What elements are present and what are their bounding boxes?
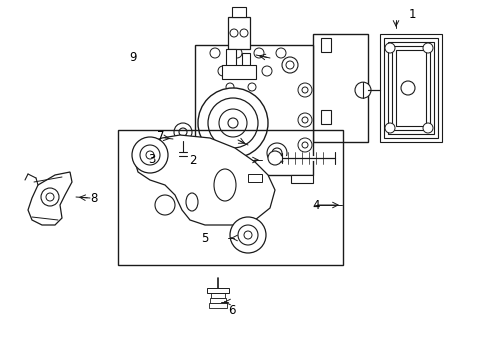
Circle shape (229, 217, 265, 253)
Bar (195, 175, 220, 183)
Circle shape (384, 123, 394, 133)
Text: 8: 8 (90, 192, 98, 204)
Circle shape (422, 123, 432, 133)
Polygon shape (135, 135, 274, 225)
Circle shape (209, 48, 220, 58)
Text: 4: 4 (312, 198, 319, 212)
Circle shape (262, 66, 271, 76)
Circle shape (207, 98, 258, 148)
Circle shape (225, 83, 234, 91)
Circle shape (384, 43, 394, 53)
Bar (395, 50, 425, 126)
Bar (118, 130, 342, 265)
Bar (387, 42, 433, 134)
Bar (209, 298, 225, 303)
Bar (242, 53, 249, 67)
Text: 3: 3 (148, 153, 155, 166)
Circle shape (271, 148, 282, 158)
Circle shape (422, 43, 432, 53)
Circle shape (302, 142, 307, 148)
Bar (312, 34, 367, 142)
Bar (247, 174, 262, 182)
Circle shape (179, 128, 186, 136)
Circle shape (231, 48, 242, 58)
Circle shape (46, 193, 54, 201)
Text: 7: 7 (157, 130, 164, 143)
Circle shape (240, 66, 249, 76)
Circle shape (267, 151, 282, 165)
Circle shape (174, 123, 192, 141)
Bar (195, 45, 312, 175)
Circle shape (247, 83, 256, 91)
Bar (222, 65, 256, 79)
Bar (320, 38, 330, 52)
Circle shape (285, 61, 293, 69)
Bar (379, 34, 441, 142)
Circle shape (275, 48, 285, 58)
Text: 9: 9 (129, 50, 137, 63)
Circle shape (354, 82, 370, 98)
Text: 5: 5 (201, 231, 208, 244)
Circle shape (302, 117, 307, 123)
Bar (383, 38, 437, 138)
Circle shape (218, 66, 227, 76)
Bar (210, 293, 224, 298)
Circle shape (400, 81, 414, 95)
Ellipse shape (185, 193, 198, 211)
Circle shape (240, 29, 247, 37)
Circle shape (266, 143, 286, 163)
Text: 6: 6 (228, 303, 235, 316)
Circle shape (140, 145, 160, 165)
Text: 1: 1 (407, 8, 415, 21)
Circle shape (227, 118, 238, 128)
Bar (227, 17, 249, 49)
Circle shape (297, 138, 311, 152)
Circle shape (132, 137, 168, 173)
Circle shape (253, 48, 264, 58)
Bar (208, 303, 226, 308)
Ellipse shape (214, 169, 236, 201)
Bar (320, 110, 330, 124)
Circle shape (219, 109, 246, 137)
Circle shape (244, 231, 251, 239)
Text: 2: 2 (189, 153, 196, 166)
Circle shape (297, 83, 311, 97)
Bar (206, 288, 228, 293)
Circle shape (238, 225, 258, 245)
Circle shape (229, 29, 238, 37)
Bar (391, 46, 429, 130)
Circle shape (282, 57, 297, 73)
Circle shape (198, 88, 267, 158)
Bar (290, 175, 312, 183)
Bar (225, 49, 236, 67)
Circle shape (155, 195, 175, 215)
Circle shape (297, 113, 311, 127)
Polygon shape (28, 172, 72, 225)
Circle shape (302, 87, 307, 93)
Bar (231, 7, 245, 17)
Circle shape (41, 188, 59, 206)
Circle shape (146, 151, 154, 159)
